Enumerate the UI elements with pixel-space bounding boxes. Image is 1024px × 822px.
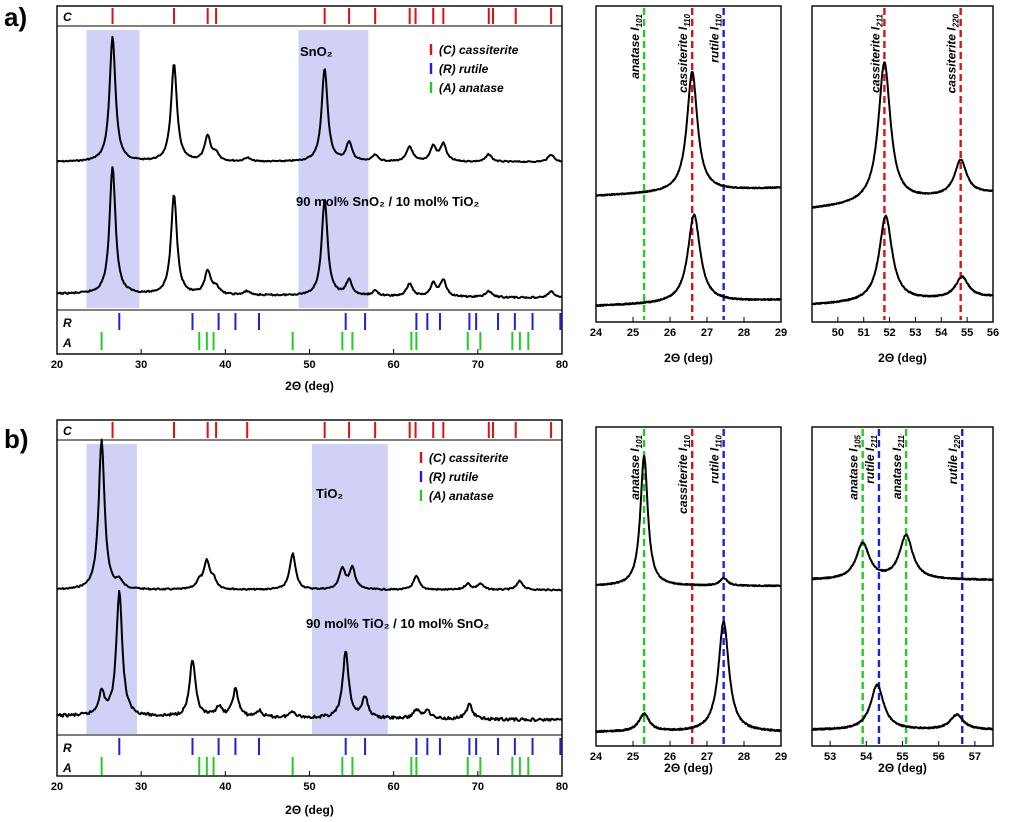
b-zoom1-x-tick-label: 27 [701, 751, 713, 763]
b-zoom1-x-tick-label: 26 [664, 751, 676, 763]
b-zoom1-reference-line-label: cassiterite I110 [676, 434, 692, 513]
panel-a-zoom-chart-2: 50 51 52 53 54 55 56 2Θ (deg) cassiterite I211 ca… [811, 5, 999, 365]
a-zoom1-reference-line-label: anatase I101 [628, 13, 644, 78]
a-main-legend-label: (R) rutile [439, 62, 489, 76]
b-main-legend-label: (C) cassiterite [429, 451, 509, 465]
b-main-highlight-band [86, 444, 137, 734]
a-zoom1-x-tick-label: 28 [738, 327, 750, 339]
a-zoom1-frame [595, 5, 782, 323]
b-main-trace-1 [57, 438, 563, 592]
a-zoom1-x-axis-title: 2Θ (deg) [664, 351, 713, 365]
a-main-sample-label-1: SnO₂ [300, 44, 333, 59]
b-main-x-tick-label: 40 [219, 781, 231, 793]
a-main-x-tick-label: 60 [388, 359, 400, 371]
b-zoom2-reference-line-label: anatase I105 [847, 434, 863, 499]
b-zoom1-x-axis-title: 2Θ (deg) [664, 761, 713, 775]
b-main-row-label-a: A [62, 761, 72, 775]
b-zoom1-reference-line-label: anatase I101 [628, 434, 644, 499]
a-main-x-tick-label: 40 [219, 359, 231, 371]
a-zoom2-x-tick-label: 52 [883, 327, 895, 339]
a-main-highlight-band [298, 30, 369, 308]
a-zoom1-x-tick-label: 24 [590, 327, 603, 339]
b-main-x-tick-label: 80 [556, 781, 568, 793]
a-zoom2-x-tick-label: 54 [935, 327, 948, 339]
b-zoom2-x-tick-label: 54 [860, 751, 873, 763]
b-main-trace-2 [56, 589, 563, 723]
b-zoom2-reference-line-label: anatase I211 [890, 434, 906, 499]
a-zoom1-x-tick-label: 26 [664, 327, 676, 339]
a-zoom1-x-tick-label: 27 [701, 327, 713, 339]
b-zoom1-x-tick-label: 29 [775, 751, 787, 763]
b-zoom1-trace-1 [595, 454, 782, 588]
a-zoom2-x-tick-label: 55 [961, 327, 973, 339]
a-main-legend-label: (C) cassiterite [439, 43, 519, 57]
b-zoom1-x-tick-label: 24 [590, 751, 603, 763]
b-main-legend-label: (R) rutile [429, 470, 479, 484]
a-zoom2-trace-2 [811, 214, 994, 306]
a-main-x-axis-title: 2Θ (deg) [285, 379, 334, 393]
a-zoom1-x-tick-label: 25 [627, 327, 639, 339]
a-zoom2-x-tick-label: 53 [909, 327, 921, 339]
b-zoom2-x-tick-label: 56 [933, 751, 945, 763]
b-zoom1-reference-line-label: rutile I110 [708, 434, 724, 483]
panel-b-main-chart: C RA TiO₂ 90 mol% TiO₂ / 10 mol% SnO₂ (C) ca… [51, 419, 568, 817]
a-main-trace-1 [57, 35, 563, 164]
b-main-sample-label-2: 90 mol% TiO₂ / 10 mol% SnO₂ [306, 616, 489, 631]
b-main-x-tick-label: 70 [472, 781, 484, 793]
a-zoom2-reference-line-label: cassiterite I211 [868, 13, 884, 92]
b-zoom2-x-axis-title: 2Θ (deg) [878, 761, 927, 775]
a-main-x-tick-label: 30 [135, 359, 147, 371]
b-zoom2-trace-1 [811, 533, 994, 581]
b-zoom2-x-tick-label: 55 [896, 751, 908, 763]
a-main-x-tick-label: 70 [472, 359, 484, 371]
a-zoom2-reference-line-label: cassiterite I220 [945, 13, 961, 93]
a-zoom1-reference-line-label: cassiterite I110 [676, 13, 692, 92]
a-zoom2-frame [811, 5, 994, 323]
b-zoom1-frame [595, 426, 782, 747]
a-main-x-tick-label: 20 [51, 359, 63, 371]
a-zoom1-trace-1 [595, 70, 782, 197]
b-main-x-tick-label: 30 [135, 781, 147, 793]
a-zoom2-x-tick-label: 56 [987, 327, 999, 339]
a-zoom1-trace-2 [595, 213, 782, 307]
b-zoom2-trace-2 [811, 683, 994, 731]
a-main-row-label-a: A [62, 336, 72, 350]
b-zoom1-trace-2 [595, 620, 782, 734]
b-main-sample-label-1: TiO₂ [316, 486, 343, 501]
b-zoom2-x-tick-label: 57 [969, 751, 981, 763]
a-zoom2-x-tick-label: 50 [832, 327, 844, 339]
a-zoom2-x-tick-label: 51 [858, 327, 870, 339]
b-main-x-tick-label: 20 [51, 781, 63, 793]
b-zoom1-x-tick-label: 28 [738, 751, 750, 763]
b-main-x-axis-title: 2Θ (deg) [285, 803, 334, 817]
panel-a-main-chart: C RA SnO₂ 90 mol% SnO₂ / 10 mol% TiO₂ (C) ca… [51, 5, 568, 393]
a-main-trace-2 [56, 166, 563, 300]
b-main-row-label-c: C [63, 424, 72, 438]
b-zoom2-reference-line-label: rutile I211 [863, 434, 879, 483]
a-main-row-label-r: R [63, 316, 72, 330]
a-main-sample-label-2: 90 mol% SnO₂ / 10 mol% TiO₂ [296, 194, 479, 209]
panel-a-letter: a) [4, 2, 27, 32]
panel-b-letter: b) [4, 424, 29, 454]
a-zoom1-reference-line-label: rutile I110 [708, 13, 724, 62]
a-main-legend-label: (A) anatase [439, 81, 504, 95]
a-main-x-tick-label: 80 [556, 359, 568, 371]
b-main-legend-label: (A) anatase [429, 489, 494, 503]
a-zoom2-x-axis-title: 2Θ (deg) [878, 351, 927, 365]
b-main-x-tick-label: 60 [388, 781, 400, 793]
panel-b-zoom-chart-1: 24 25 26 27 28 29 2Θ (deg) anatase I101 cassiter… [590, 426, 787, 775]
a-main-row-label-c: C [63, 10, 72, 24]
b-zoom2-reference-line-label: rutile I220 [946, 434, 962, 484]
a-zoom2-trace-1 [811, 61, 994, 209]
a-zoom1-x-tick-label: 29 [775, 327, 787, 339]
b-zoom1-x-tick-label: 25 [627, 751, 639, 763]
b-zoom2-x-tick-label: 53 [824, 751, 836, 763]
b-main-x-tick-label: 50 [303, 781, 315, 793]
panel-a-zoom-chart-1: 24 25 26 27 28 29 2Θ (deg) anatase I101 cassiter… [590, 5, 787, 365]
b-main-row-label-r: R [63, 741, 72, 755]
a-main-x-tick-label: 50 [303, 359, 315, 371]
